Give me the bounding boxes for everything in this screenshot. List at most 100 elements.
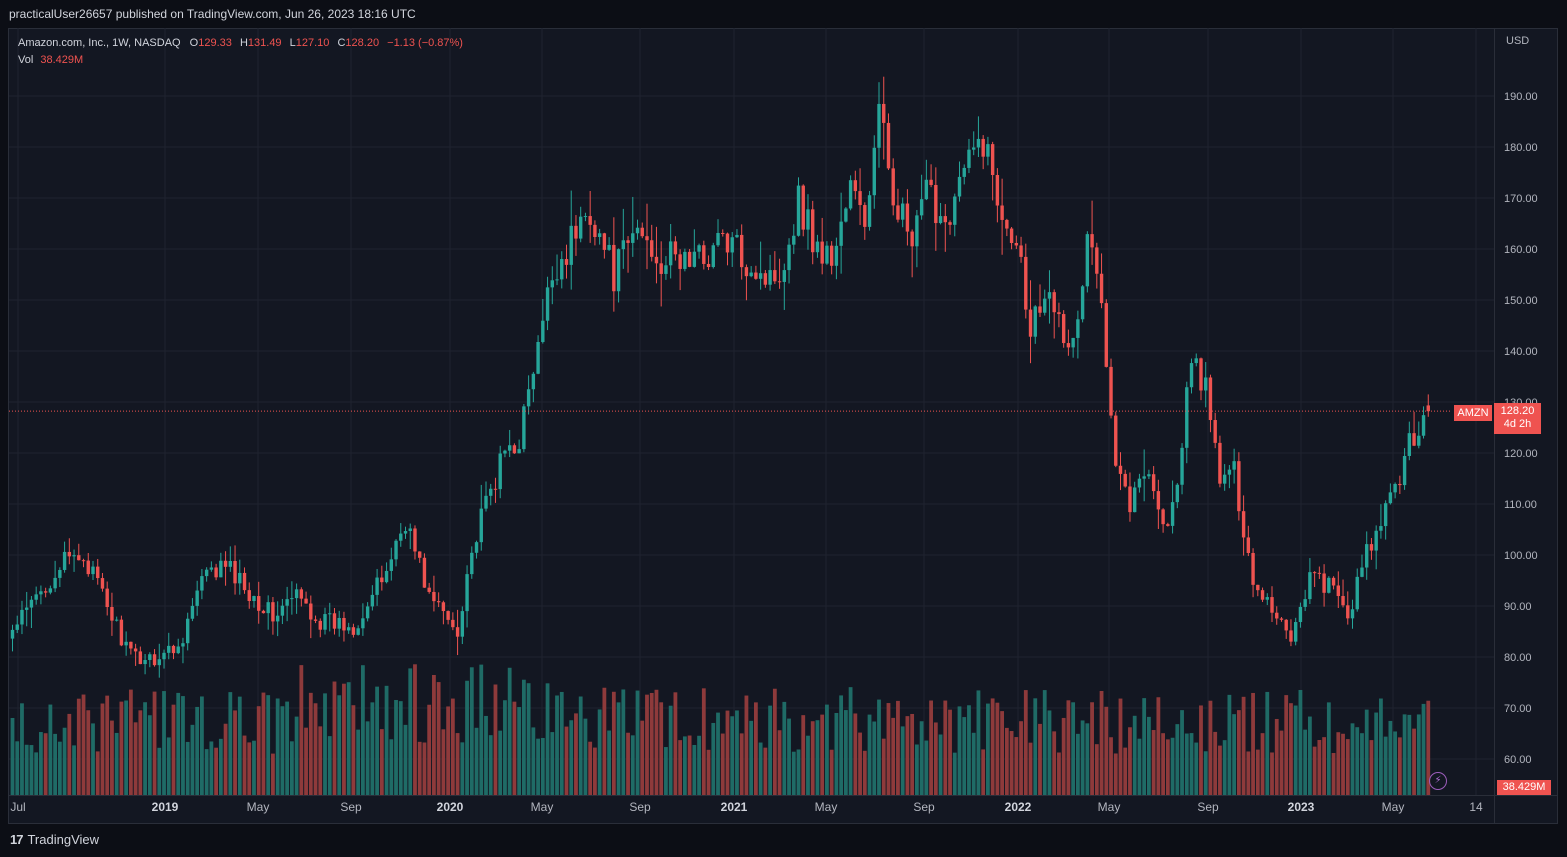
y-tick-label: 140.00 (1504, 346, 1538, 358)
candle-body (285, 599, 289, 606)
volume-bar (105, 695, 110, 795)
candle-body (900, 203, 905, 220)
volume-bar (474, 727, 479, 795)
candle-body (1118, 465, 1123, 474)
candle-body (266, 602, 270, 614)
volume-bar (67, 713, 72, 795)
volume-bar (1199, 705, 1203, 795)
candle-body (872, 147, 876, 196)
candle-body (1085, 234, 1090, 287)
candle-body (133, 648, 138, 652)
volume-bar (427, 704, 432, 795)
candle-body (739, 234, 744, 268)
candle-body (1142, 476, 1146, 479)
volume-bar (1236, 710, 1241, 795)
candle-body (555, 279, 559, 281)
volume-value: 38.429M (40, 54, 84, 66)
volume-bar (772, 688, 777, 795)
volume-bar (1360, 733, 1364, 795)
candle-body (934, 184, 938, 224)
candle-body (541, 320, 545, 342)
volume-bar (1151, 730, 1156, 795)
volume-bar (138, 710, 143, 795)
y-tick-label: 90.00 (1504, 601, 1532, 613)
candle-body (910, 231, 914, 247)
candle-body (337, 617, 341, 629)
volume-bar (777, 730, 782, 795)
volume-bar (1099, 690, 1104, 795)
volume-bar (498, 730, 503, 795)
volume-bar (171, 704, 176, 795)
candle-body (550, 280, 554, 288)
volume-bar (252, 740, 256, 795)
candle-body (29, 599, 34, 608)
lightning-icon[interactable]: ⚡ (1429, 772, 1447, 790)
candle-body (1312, 572, 1317, 574)
volume-bar (1402, 714, 1407, 795)
tradingview-brand[interactable]: 17 TradingView (10, 832, 99, 847)
candle-body (318, 620, 322, 630)
volume-bar (1383, 736, 1388, 795)
candle-body (545, 287, 550, 321)
candle-body (370, 594, 375, 607)
volume-bar (228, 692, 233, 795)
volume-bar (735, 710, 739, 795)
candle-body (512, 445, 517, 454)
volume-bar (394, 699, 398, 795)
candle-body (403, 531, 408, 534)
candle-body (1379, 526, 1383, 531)
candle-body (825, 245, 829, 264)
volume-bar (351, 705, 356, 795)
candle-body (531, 373, 536, 390)
volume-bar (867, 714, 872, 795)
candle-body (877, 103, 881, 148)
candle-body (375, 577, 379, 595)
volume-price-tag: 38.429M (1497, 780, 1551, 795)
candle-body (1038, 306, 1042, 313)
volume-bar (408, 668, 413, 795)
volume-bar (465, 680, 469, 795)
volume-bar (881, 738, 886, 795)
candle-body (1237, 461, 1241, 512)
volume-bar (924, 740, 929, 795)
candle-body (148, 654, 152, 660)
candle-body (597, 233, 602, 237)
candle-body (583, 216, 588, 218)
volume-bar (801, 715, 806, 795)
candle-body (957, 176, 962, 197)
candle-body (446, 611, 450, 620)
candle-body (1365, 544, 1369, 568)
candle-body (1204, 377, 1208, 391)
volume-bar (1345, 739, 1350, 795)
volume-bar (787, 718, 791, 795)
candle-body (1019, 245, 1023, 257)
candle-body (986, 144, 990, 157)
volume-bar (716, 712, 720, 795)
candle-body (470, 552, 474, 575)
candle-body (564, 259, 569, 265)
volume-bar (753, 702, 758, 795)
candle-body (1185, 387, 1189, 448)
candle-body (432, 591, 436, 602)
candle-body (351, 627, 356, 635)
open-label: O (189, 37, 199, 49)
candle-body (200, 576, 204, 591)
volume-bar (952, 752, 957, 795)
candle-body (659, 263, 663, 274)
volume-bar (1123, 747, 1128, 795)
candle-body (1208, 377, 1213, 421)
candle-body (915, 215, 919, 247)
candle-body (702, 245, 706, 264)
candle-body (768, 270, 772, 285)
candle-body (1043, 298, 1047, 313)
candle-body (626, 240, 630, 243)
volume-bar (195, 706, 200, 795)
candle-body (796, 185, 801, 236)
candle-body (1331, 577, 1336, 586)
candle-body (919, 199, 924, 216)
volume-bar (1137, 738, 1142, 795)
volume-bar (763, 747, 768, 795)
volume-bar (701, 688, 706, 795)
candle-body (697, 245, 701, 252)
